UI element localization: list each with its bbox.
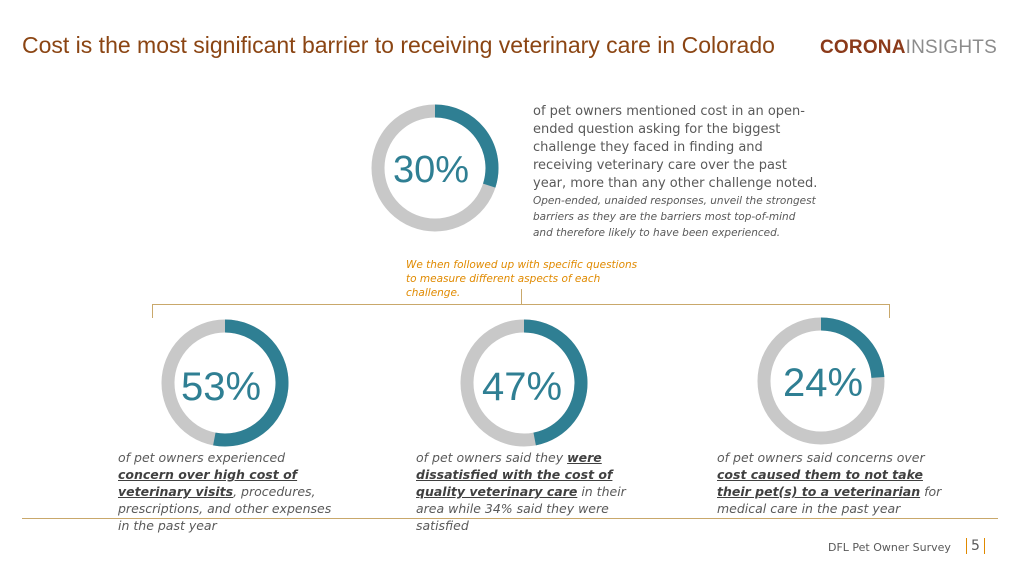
donut-value-arc — [523, 319, 588, 446]
donut-value-arc — [434, 104, 499, 188]
caption-cost-prevented-visit: of pet owners said concerns over cost ca… — [717, 449, 942, 517]
bracket-line — [152, 304, 890, 305]
donut-percent-label: 53% — [181, 365, 261, 409]
logo-bold: CORONA — [820, 37, 906, 58]
caption-pre: of pet owners said concerns over — [717, 450, 925, 465]
page-number: 5 — [966, 538, 985, 554]
caption-post: in their area while 34% said they were s… — [416, 484, 626, 533]
logo-light: INSIGHTS — [905, 37, 997, 58]
cost-mentioned-description: of pet owners mentioned cost in an open-… — [533, 104, 818, 191]
footer-source: DFL Pet Owner Survey — [828, 541, 951, 554]
caption-emphasis: were dissatisfied with the cost of quali… — [416, 450, 613, 499]
bracket-right-tick — [889, 304, 890, 318]
donut-chart-dissatisfied-cost: 47% — [460, 319, 588, 447]
caption-pre: of pet owners said they — [416, 450, 568, 465]
donut-chart-cost-prevented-visit: 24% — [757, 317, 885, 445]
bracket-left-tick — [152, 304, 153, 318]
caption-concern-cost: of pet owners experienced concern over h… — [118, 449, 343, 534]
page-title: Cost is the most significant barrier to … — [22, 32, 775, 58]
donut-percent-label: 24% — [783, 361, 863, 405]
caption-emphasis: concern over high cost of veterinary vis… — [118, 467, 298, 499]
footer-divider — [22, 518, 998, 519]
caption-post: for medical care in the past year — [717, 484, 942, 516]
donut-percent-label: 30% — [393, 149, 469, 191]
open-ended-note: Open-ended, unaided responses, unveil th… — [533, 195, 816, 239]
donut-value-arc — [820, 317, 885, 379]
bracket-connector — [521, 289, 522, 304]
caption-pre: of pet owners experienced — [118, 450, 286, 465]
followup-note: We then followed up with specific questi… — [406, 259, 638, 299]
corona-insights-logo: CORONAINSIGHTS — [820, 37, 997, 59]
donut-chart-concern-cost: 53% — [161, 319, 289, 447]
donut-percent-label: 47% — [482, 365, 562, 409]
donut-value-arc — [213, 319, 289, 447]
caption-post: , procedures, prescriptions, and other e… — [118, 484, 332, 533]
caption-dissatisfied-cost: of pet owners said they were dissatisfie… — [416, 449, 641, 534]
donut-chart-cost-mentioned: 30% — [371, 104, 499, 232]
caption-emphasis: cost caused them to not take their pet(s… — [717, 467, 923, 499]
